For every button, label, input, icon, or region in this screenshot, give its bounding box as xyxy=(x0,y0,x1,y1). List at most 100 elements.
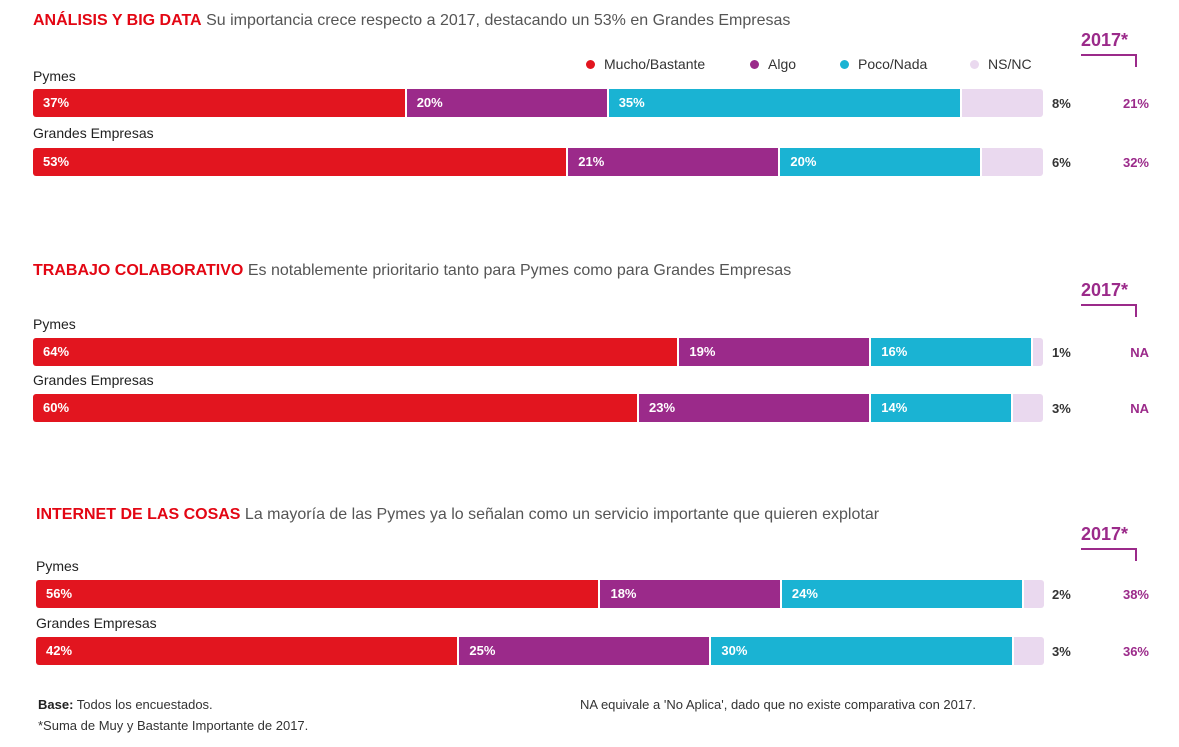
legend-label-poco: Poco/Nada xyxy=(858,56,928,72)
legend-label-mucho: Mucho/Bastante xyxy=(604,56,706,72)
footer-base: Base: Todos los encuestados. xyxy=(38,697,213,712)
legend-item-nsnc: NS/NC xyxy=(970,56,1032,72)
bar-segment-mucho-bastante: 56% xyxy=(36,580,601,608)
stacked-bar-pymes: 64% 19% 16% xyxy=(33,338,1043,366)
year-2017-label: 2017* xyxy=(1081,30,1129,50)
legend-label-algo: Algo xyxy=(768,56,797,72)
nsnc-value: 3% xyxy=(1052,644,1071,659)
bar-segment-mucho-bastante: 64% xyxy=(33,338,680,366)
section-title: TRABAJO COLABORATIVO Es notablemente pri… xyxy=(33,262,791,280)
bar-segment-algo: 19% xyxy=(679,338,872,366)
section-title: INTERNET DE LAS COSAS La mayoría de las … xyxy=(36,506,879,524)
legend-swatch-nsnc xyxy=(970,59,979,69)
bar-segment-ns-nc xyxy=(1013,637,1044,665)
stacked-bar-grandes-empresas: 60% 23% 14% xyxy=(33,394,1043,422)
row-label-pymes: Pymes xyxy=(33,316,76,332)
footer-na-note: NA equivale a 'No Aplica', dado que no e… xyxy=(580,697,976,712)
stacked-bar-pymes: 56% 18% 24% xyxy=(36,580,1044,608)
bar-segment-value-label: 64% xyxy=(43,344,70,359)
footer-base-label: Base: xyxy=(38,697,74,712)
nsnc-value: 6% xyxy=(1052,155,1071,170)
bar-segment-ns-nc xyxy=(1023,580,1044,608)
section-subtitle: Es notablemente prioritario tanto para P… xyxy=(247,262,792,279)
row-label-pymes: Pymes xyxy=(36,558,79,574)
section-heading: INTERNET DE LAS COSAS xyxy=(36,506,241,523)
footer-note: *Suma de Muy y Bastante Importante de 20… xyxy=(38,718,309,733)
value-2017: NA xyxy=(1130,401,1149,416)
section-subtitle: Su importancia crece respecto a 2017, de… xyxy=(206,12,791,29)
bar-segment-value-label: 14% xyxy=(881,400,908,415)
section-subtitle: La mayoría de las Pymes ya lo señalan co… xyxy=(244,506,880,523)
bar-segment-poco-nada: 16% xyxy=(871,338,1033,366)
bar-segment-value-label: 16% xyxy=(881,344,908,359)
bar-segment-value-label: 23% xyxy=(649,400,676,415)
nsnc-value: 2% xyxy=(1052,587,1071,602)
bar-segment-ns-nc xyxy=(1012,394,1043,422)
bar-segment-value-label: 18% xyxy=(610,586,637,601)
year-2017-tick xyxy=(1135,305,1137,317)
value-2017: NA xyxy=(1130,345,1149,360)
row-label-grandes-empresas: Grandes Empresas xyxy=(33,125,154,141)
legend-swatch-mucho xyxy=(586,59,595,69)
nsnc-value: 1% xyxy=(1052,345,1071,360)
footer-base-text: Todos los encuestados. xyxy=(73,697,213,712)
bar-segment-poco-nada: 30% xyxy=(711,637,1014,665)
value-2017: 32% xyxy=(1122,155,1149,170)
bar-segment-value-label: 53% xyxy=(43,154,70,169)
section-title: ANÁLISIS Y BIG DATA Su importancia crece… xyxy=(33,12,790,30)
bar-segment-algo: 23% xyxy=(639,394,872,422)
legend-swatch-poco xyxy=(840,59,849,69)
bar-segment-value-label: 21% xyxy=(578,154,605,169)
bar-segment-value-label: 19% xyxy=(689,344,716,359)
bar-segment-value-label: 37% xyxy=(43,95,70,110)
bar-segment-value-label: 20% xyxy=(790,154,817,169)
row-label-pymes: Pymes xyxy=(33,68,76,84)
legend-swatch-algo xyxy=(750,59,759,69)
row-label-grandes-empresas: Grandes Empresas xyxy=(36,615,157,631)
bar-segment-algo: 20% xyxy=(406,89,609,117)
year-2017-tick xyxy=(1135,55,1137,67)
bar-segment-value-label: 20% xyxy=(416,95,443,110)
bar-segment-ns-nc xyxy=(962,89,1043,117)
stacked-bar-grandes-empresas: 42% 25% 30% xyxy=(36,637,1044,665)
section-heading: ANÁLISIS Y BIG DATA xyxy=(33,12,202,29)
stacked-bar-grandes-empresas: 53% 21% 20% xyxy=(33,148,1043,176)
bar-segment-value-label: 42% xyxy=(46,643,73,658)
value-2017: 38% xyxy=(1122,587,1149,602)
bar-segment-value-label: 25% xyxy=(469,643,496,658)
bar-segment-poco-nada: 24% xyxy=(781,580,1024,608)
nsnc-value: 8% xyxy=(1052,96,1071,111)
bar-segment-poco-nada: 20% xyxy=(780,148,983,176)
bar-segment-mucho-bastante: 53% xyxy=(33,148,569,176)
year-2017-tick xyxy=(1135,549,1137,561)
bar-segment-value-label: 35% xyxy=(618,95,645,110)
section-heading: TRABAJO COLABORATIVO xyxy=(33,262,244,279)
bar-segment-algo: 18% xyxy=(600,580,782,608)
bar-segment-ns-nc xyxy=(1032,338,1043,366)
year-2017-label: 2017* xyxy=(1081,524,1129,544)
value-2017: 21% xyxy=(1122,96,1149,111)
year-2017-underline xyxy=(1081,304,1137,306)
bar-segment-algo: 21% xyxy=(568,148,781,176)
value-2017: 36% xyxy=(1122,644,1149,659)
stacked-bar-pymes: 37% 20% 35% xyxy=(33,89,1043,117)
legend-item-algo: Algo xyxy=(750,56,796,72)
nsnc-value: 3% xyxy=(1052,401,1071,416)
year-2017-underline xyxy=(1081,548,1137,550)
bar-segment-value-label: 60% xyxy=(43,400,70,415)
bar-segment-value-label: 24% xyxy=(791,586,818,601)
year-2017-underline xyxy=(1081,54,1137,56)
legend-item-poco: Poco/Nada xyxy=(840,56,927,72)
bar-segment-mucho-bastante: 37% xyxy=(33,89,407,117)
legend-label-nsnc: NS/NC xyxy=(988,56,1032,72)
year-2017-label: 2017* xyxy=(1081,280,1129,300)
bar-segment-mucho-bastante: 60% xyxy=(33,394,639,422)
bar-segment-poco-nada: 35% xyxy=(608,89,963,117)
row-label-grandes-empresas: Grandes Empresas xyxy=(33,372,154,388)
bar-segment-mucho-bastante: 42% xyxy=(36,637,460,665)
bar-segment-value-label: 56% xyxy=(46,586,73,601)
bar-segment-value-label: 30% xyxy=(721,643,748,658)
bar-segment-ns-nc xyxy=(982,148,1043,176)
bar-segment-algo: 25% xyxy=(459,637,712,665)
legend-item-mucho: Mucho/Bastante xyxy=(586,56,705,72)
